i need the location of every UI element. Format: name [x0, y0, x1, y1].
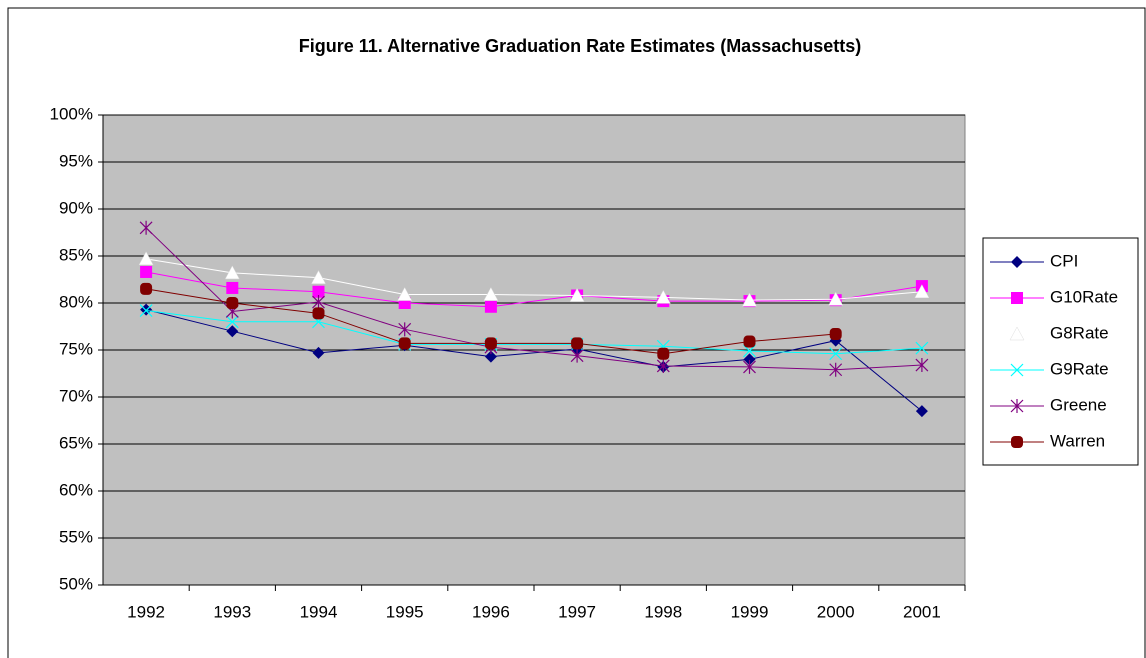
marker [915, 341, 929, 355]
marker [484, 350, 497, 363]
y-tick-label: 55% [59, 527, 93, 546]
marker [398, 322, 412, 337]
x-tick-label: 1994 [300, 602, 338, 621]
marker [139, 304, 153, 317]
marker [743, 359, 756, 374]
marker [656, 358, 670, 373]
marker [397, 287, 413, 301]
x-tick-label: 1997 [558, 602, 596, 621]
marker [829, 328, 842, 341]
legend-marker [1010, 363, 1024, 377]
marker [742, 292, 757, 307]
x-tick-label: 1996 [472, 602, 510, 621]
marker [828, 291, 844, 306]
marker [226, 281, 239, 294]
series-line [146, 310, 922, 355]
marker [743, 353, 756, 366]
x-tick-label: 1998 [644, 602, 682, 621]
y-tick-label: 65% [59, 433, 93, 452]
marker [140, 282, 153, 295]
y-tick-label: 80% [59, 292, 93, 311]
marker [743, 335, 756, 348]
legend-label: Warren [1050, 431, 1105, 450]
series-line [145, 227, 922, 371]
x-tick-label: 1993 [213, 602, 251, 621]
marker [224, 265, 240, 280]
y-tick-label: 90% [59, 198, 93, 217]
marker [484, 300, 497, 313]
series-line [146, 271, 922, 308]
marker [138, 251, 154, 266]
series-line [145, 309, 923, 412]
marker [312, 307, 325, 320]
marker [571, 337, 584, 350]
y-tick-label: 50% [59, 574, 93, 593]
chart-title: Figure 11. Alternative Graduation Rate E… [299, 36, 862, 56]
series-line [146, 258, 922, 301]
legend [982, 237, 1139, 466]
y-tick-label: 70% [59, 386, 93, 405]
legend-marker [1011, 436, 1023, 448]
legend-label: G9Rate [1050, 359, 1109, 378]
legend-label: Greene [1050, 395, 1107, 414]
x-tick-label: 2000 [817, 602, 855, 621]
marker [312, 295, 325, 310]
y-tick-label: 85% [59, 245, 93, 264]
x-tick-label: 1992 [127, 602, 165, 621]
y-tick-label: 60% [59, 480, 93, 499]
marker [914, 284, 930, 298]
legend-label: CPI [1050, 251, 1078, 270]
marker [312, 346, 325, 359]
marker [570, 348, 584, 363]
marker [829, 362, 843, 377]
marker [226, 297, 239, 309]
marker [140, 265, 153, 278]
legend-label: G10Rate [1050, 287, 1118, 306]
legend-label: G8Rate [1050, 323, 1109, 342]
marker [569, 287, 585, 302]
marker [483, 287, 499, 301]
marker [311, 270, 326, 284]
marker [312, 285, 325, 298]
marker [139, 220, 153, 235]
marker [657, 347, 670, 360]
x-tick-label: 2001 [903, 602, 941, 621]
legend-marker [1011, 292, 1023, 304]
marker [225, 315, 239, 329]
legend-marker [1010, 399, 1024, 413]
x-tick-label: 1999 [731, 602, 769, 621]
x-tick-label: 1995 [386, 602, 424, 621]
marker [398, 337, 411, 350]
y-tick-label: 75% [59, 339, 93, 358]
y-tick-label: 100% [50, 104, 93, 123]
y-tick-label: 95% [59, 151, 93, 170]
marker [484, 337, 497, 350]
marker [140, 303, 153, 316]
legend-marker [1009, 326, 1025, 341]
marker [655, 289, 671, 304]
legend-marker [1011, 256, 1023, 268]
marker [915, 405, 928, 418]
marker [829, 347, 843, 361]
marker [915, 358, 929, 373]
marker [226, 325, 239, 338]
